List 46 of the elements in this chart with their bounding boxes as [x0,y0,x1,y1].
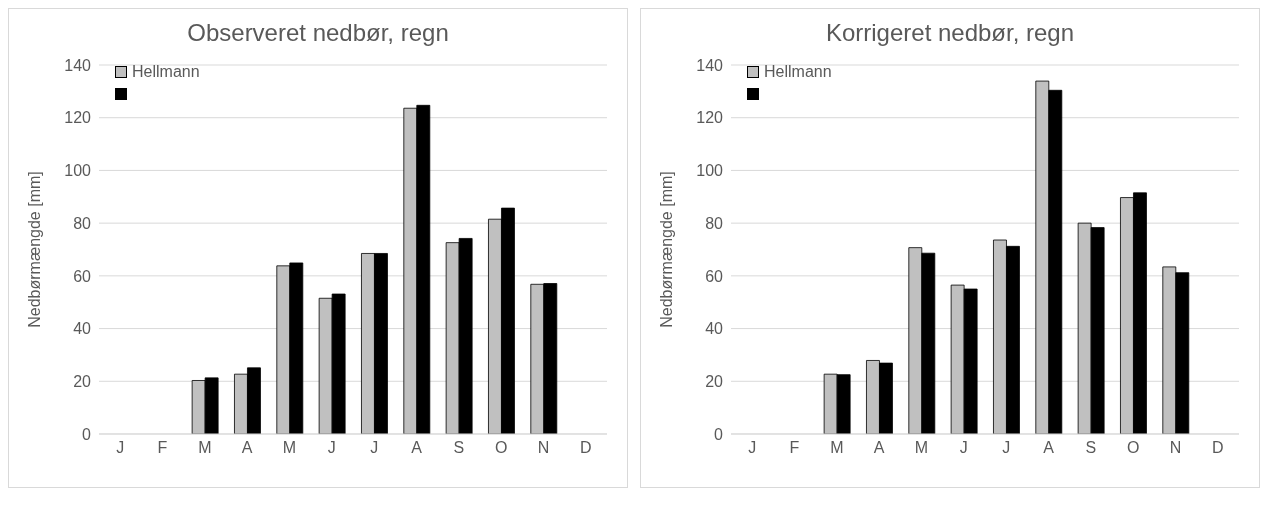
chart-title: Observeret nedbør, regn [186,19,450,48]
y-tick-label: 40 [705,320,724,338]
x-tick-label: D [580,439,592,457]
y-axis-title: Nedbørmængde [mm] [657,171,675,328]
x-tick-label: J [327,439,336,457]
x-tick-label: F [157,439,168,457]
x-tick-label: N [537,439,550,457]
y-tick-label: 80 [705,214,724,232]
x-tick-label: O [1126,439,1140,457]
y-tick-label: 20 [73,372,92,390]
x-tick-label: D [1212,439,1224,457]
x-tick-label: A [1043,439,1055,457]
x-tick-label: J [370,439,379,457]
y-tick-label: 60 [73,267,92,285]
y-tick-label: 20 [705,372,724,390]
x-tick-label: A [411,439,423,457]
y-tick-label: 0 [714,425,724,443]
x-tick-label: M [198,439,212,457]
x-tick-label: J [959,439,968,457]
legend-label: Hellmann [132,62,200,82]
x-tick-label: J [116,439,125,457]
x-tick-label: N [1169,439,1182,457]
x-tick-label: M [830,439,844,457]
x-tick-label: O [494,439,508,457]
chart-title: Korrigeret nedbør, regn [824,19,1076,48]
y-axis-title: Nedbørmængde [mm] [25,171,43,328]
legend-label: Hellmann [764,62,832,82]
y-tick-label: 140 [696,56,724,74]
x-tick-label: M [282,439,297,457]
x-tick-label: S [453,439,465,457]
y-tick-label: 120 [64,109,92,127]
y-tick-label: 140 [64,56,92,74]
x-tick-label: J [748,439,757,457]
x-tick-label: S [1085,439,1097,457]
y-tick-label: 0 [82,425,92,443]
x-tick-label: F [789,439,800,457]
y-tick-label: 100 [696,162,724,180]
x-tick-label: A [241,439,253,457]
y-tick-label: 40 [73,320,92,338]
y-tick-label: 80 [73,214,92,232]
y-tick-label: 60 [705,267,724,285]
x-tick-label: J [1002,439,1011,457]
x-tick-label: M [914,439,929,457]
y-tick-label: 120 [696,109,724,127]
y-tick-label: 100 [64,162,92,180]
x-tick-label: A [873,439,885,457]
